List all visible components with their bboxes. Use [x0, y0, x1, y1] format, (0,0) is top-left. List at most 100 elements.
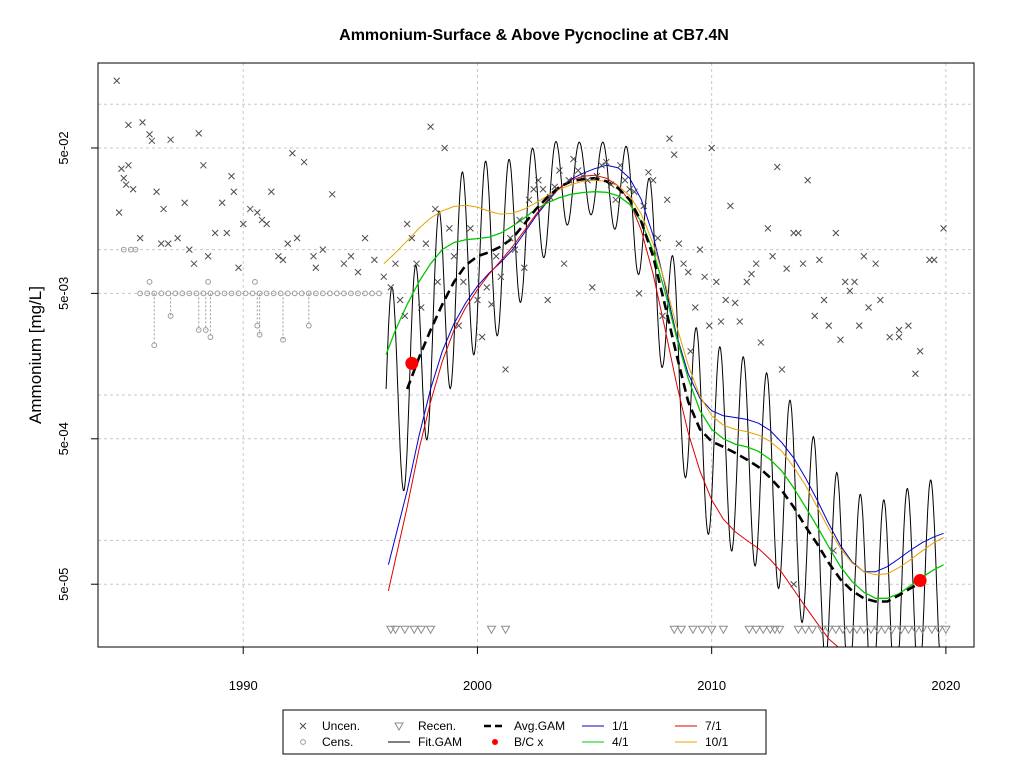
- censored-point: [179, 290, 186, 297]
- uncensored-point: [253, 209, 261, 216]
- recensored-point: [676, 625, 687, 635]
- censored-point: [319, 290, 326, 297]
- uncensored-point: [912, 370, 919, 378]
- uncensored-point: [371, 256, 378, 264]
- uncensored-point: [616, 161, 624, 169]
- recensored-point: [866, 625, 876, 635]
- uncensored-point: [752, 260, 760, 268]
- grid-lines: [98, 63, 974, 647]
- censored-point: [172, 290, 179, 297]
- uncensored-point: [289, 149, 296, 157]
- uncensored-point: [125, 121, 132, 129]
- censored-point: [132, 246, 139, 253]
- y-axis: 5e-02 5e-03 5e-04 5e-05: [56, 131, 98, 601]
- bc-point: [913, 574, 927, 588]
- uncensored-point: [930, 256, 938, 264]
- recensored-point: [500, 625, 511, 635]
- uncensored-point: [696, 246, 704, 253]
- uncensored-point: [654, 234, 662, 242]
- recensored-point: [823, 625, 834, 635]
- uncensored-point: [310, 252, 317, 260]
- uncensored-point: [200, 161, 207, 169]
- censored-point: [167, 313, 174, 319]
- legend-label: 1/1: [612, 719, 629, 733]
- recensored-point: [765, 625, 776, 635]
- uncensored-point: [659, 312, 666, 320]
- uncensored-point: [663, 196, 671, 204]
- uncensored-point: [401, 312, 409, 320]
- uncensored-point: [347, 252, 355, 260]
- uncensored-point: [574, 167, 582, 174]
- uncensored-point: [328, 190, 336, 198]
- uncensored-point: [263, 220, 270, 228]
- uncensored-point: [598, 161, 605, 169]
- uncensored-point: [230, 188, 238, 196]
- legend-box: [282, 709, 767, 755]
- uncensored-point: [556, 167, 563, 174]
- recensored-point: [770, 625, 780, 635]
- series-1-1-line: [387, 164, 944, 573]
- recensored-point: [844, 625, 855, 635]
- uncensored-point: [666, 135, 673, 142]
- uncensored-point: [640, 202, 648, 210]
- uncensored-point: [804, 176, 812, 184]
- legend-label: Fit.GAM: [418, 735, 462, 749]
- censored-point: [205, 278, 211, 285]
- uncensored-point: [488, 301, 495, 308]
- uncensored-point: [520, 264, 528, 272]
- uncensored-point: [717, 318, 725, 325]
- uncensored-point: [445, 225, 453, 232]
- uncensored-point: [855, 322, 863, 329]
- uncensored-point: [570, 155, 577, 163]
- legend-label: Avg.GAM: [514, 719, 565, 733]
- uncensored-point: [125, 161, 132, 169]
- legend-symbol-dot: [492, 739, 498, 745]
- recensored-point: [903, 625, 914, 635]
- uncensored-point: [511, 246, 519, 253]
- uncensored-point: [218, 199, 226, 207]
- uncensored-point: [190, 260, 198, 268]
- censored-point: [312, 290, 319, 297]
- censored-point: [137, 290, 144, 297]
- uncensored-point: [705, 322, 713, 329]
- uncensored-point: [340, 260, 348, 268]
- uncensored-point: [120, 174, 128, 182]
- legend-label: Cens.: [322, 735, 353, 749]
- censored-point: [280, 336, 286, 343]
- legend-symbol-circle: [300, 739, 306, 745]
- legend-label: 4/1: [612, 735, 629, 749]
- uncensored-point: [153, 188, 160, 196]
- recensored-point: [800, 625, 811, 635]
- censored-point: [298, 290, 305, 297]
- recensored-point: [873, 625, 883, 635]
- recensored-point: [837, 625, 848, 635]
- censored-point: [221, 290, 228, 297]
- censored-point: [158, 290, 165, 297]
- recensored-point: [718, 625, 729, 635]
- uncensored-point: [783, 265, 790, 272]
- uncensored-point: [408, 234, 416, 242]
- uncensored-point: [387, 284, 395, 291]
- uncensored-point: [434, 278, 441, 286]
- uncensored-point: [612, 196, 619, 204]
- uncensored-point: [544, 296, 552, 304]
- censored-point: [348, 290, 354, 297]
- uncensored-point: [267, 188, 275, 196]
- censored-point: [256, 331, 263, 338]
- uncensored-point: [113, 77, 121, 85]
- uncensored-point: [228, 172, 235, 180]
- censored-point: [207, 290, 214, 297]
- uncensored-point: [319, 246, 327, 253]
- uncensored-point: [743, 278, 751, 286]
- recensored-point: [385, 625, 396, 635]
- censored-point: [207, 334, 214, 341]
- uncensored-point: [670, 151, 678, 158]
- uncensored-point: [417, 304, 425, 311]
- censored-point: [376, 290, 382, 297]
- recensored-point: [793, 625, 804, 635]
- uncensored-point: [886, 333, 894, 341]
- uncensored-point: [816, 256, 823, 264]
- uncensored-point: [235, 264, 242, 272]
